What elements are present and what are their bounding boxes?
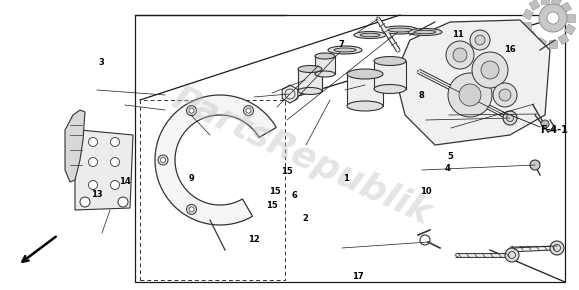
Text: 10: 10	[420, 187, 431, 196]
Circle shape	[472, 52, 508, 88]
Text: 6: 6	[291, 191, 297, 200]
Bar	[315, 56, 335, 74]
Bar	[298, 69, 322, 91]
Polygon shape	[395, 20, 550, 145]
Text: 15: 15	[269, 187, 281, 196]
Text: 17: 17	[352, 271, 364, 281]
Text: 16: 16	[504, 45, 515, 54]
Text: 2: 2	[303, 213, 309, 223]
Circle shape	[446, 41, 474, 69]
Bar	[522, 9, 533, 20]
Bar	[526, 31, 537, 42]
Circle shape	[539, 4, 567, 32]
Text: 11: 11	[452, 30, 463, 39]
Bar	[551, 0, 562, 6]
Ellipse shape	[408, 28, 442, 35]
Ellipse shape	[388, 28, 412, 32]
Bar	[140, 100, 285, 280]
Text: 15: 15	[266, 201, 278, 211]
Polygon shape	[75, 130, 133, 210]
Bar	[523, 22, 531, 30]
Polygon shape	[65, 110, 85, 182]
Bar	[565, 24, 576, 35]
Circle shape	[505, 248, 519, 262]
Circle shape	[186, 204, 196, 214]
Circle shape	[503, 111, 517, 125]
Circle shape	[459, 84, 481, 106]
Text: 13: 13	[91, 190, 103, 199]
Circle shape	[244, 106, 254, 116]
Polygon shape	[282, 85, 298, 103]
Circle shape	[186, 106, 196, 116]
Circle shape	[80, 197, 90, 207]
Bar	[558, 34, 569, 45]
Circle shape	[481, 61, 499, 79]
Text: 1: 1	[343, 174, 349, 183]
Text: 7: 7	[339, 40, 345, 50]
Text: F-4-1: F-4-1	[540, 125, 568, 135]
Ellipse shape	[374, 57, 406, 66]
Ellipse shape	[360, 33, 380, 37]
Circle shape	[550, 241, 564, 255]
Circle shape	[89, 157, 97, 166]
Text: 5: 5	[448, 152, 453, 161]
Circle shape	[541, 120, 549, 128]
Bar	[549, 40, 557, 48]
Ellipse shape	[298, 88, 322, 95]
Ellipse shape	[298, 66, 322, 72]
Text: 8: 8	[419, 91, 424, 100]
Circle shape	[111, 137, 119, 146]
Circle shape	[118, 197, 128, 207]
Circle shape	[448, 73, 492, 117]
Bar	[541, 0, 549, 4]
Circle shape	[475, 35, 485, 45]
Ellipse shape	[315, 71, 335, 77]
Ellipse shape	[374, 84, 406, 93]
Text: 14: 14	[119, 177, 130, 186]
Bar	[347, 74, 383, 106]
Text: 3: 3	[98, 58, 104, 67]
Circle shape	[547, 12, 559, 24]
Ellipse shape	[414, 30, 436, 34]
Text: PartsRepublik: PartsRepublik	[166, 81, 436, 232]
Circle shape	[189, 207, 194, 212]
Ellipse shape	[315, 53, 335, 59]
Ellipse shape	[354, 32, 386, 39]
Text: 12: 12	[248, 235, 259, 244]
Ellipse shape	[382, 26, 418, 34]
Circle shape	[493, 83, 517, 107]
Ellipse shape	[347, 69, 383, 79]
Circle shape	[246, 108, 251, 113]
Bar	[529, 0, 540, 10]
Bar	[135, 15, 565, 282]
Polygon shape	[155, 95, 276, 225]
Bar	[374, 61, 406, 89]
Text: 4: 4	[445, 164, 450, 173]
Circle shape	[158, 155, 168, 165]
Circle shape	[453, 48, 467, 62]
Circle shape	[89, 137, 97, 146]
Circle shape	[160, 157, 166, 162]
Circle shape	[530, 160, 540, 170]
Circle shape	[189, 108, 194, 113]
Circle shape	[499, 89, 511, 101]
Circle shape	[89, 180, 97, 189]
Ellipse shape	[334, 48, 356, 52]
Bar	[536, 38, 547, 48]
Ellipse shape	[347, 101, 383, 111]
Text: 15: 15	[281, 166, 293, 176]
Bar	[567, 14, 575, 22]
Text: 9: 9	[188, 174, 194, 183]
Circle shape	[470, 30, 490, 50]
Circle shape	[111, 180, 119, 189]
Circle shape	[111, 157, 119, 166]
Ellipse shape	[328, 46, 362, 54]
Bar	[560, 2, 571, 13]
